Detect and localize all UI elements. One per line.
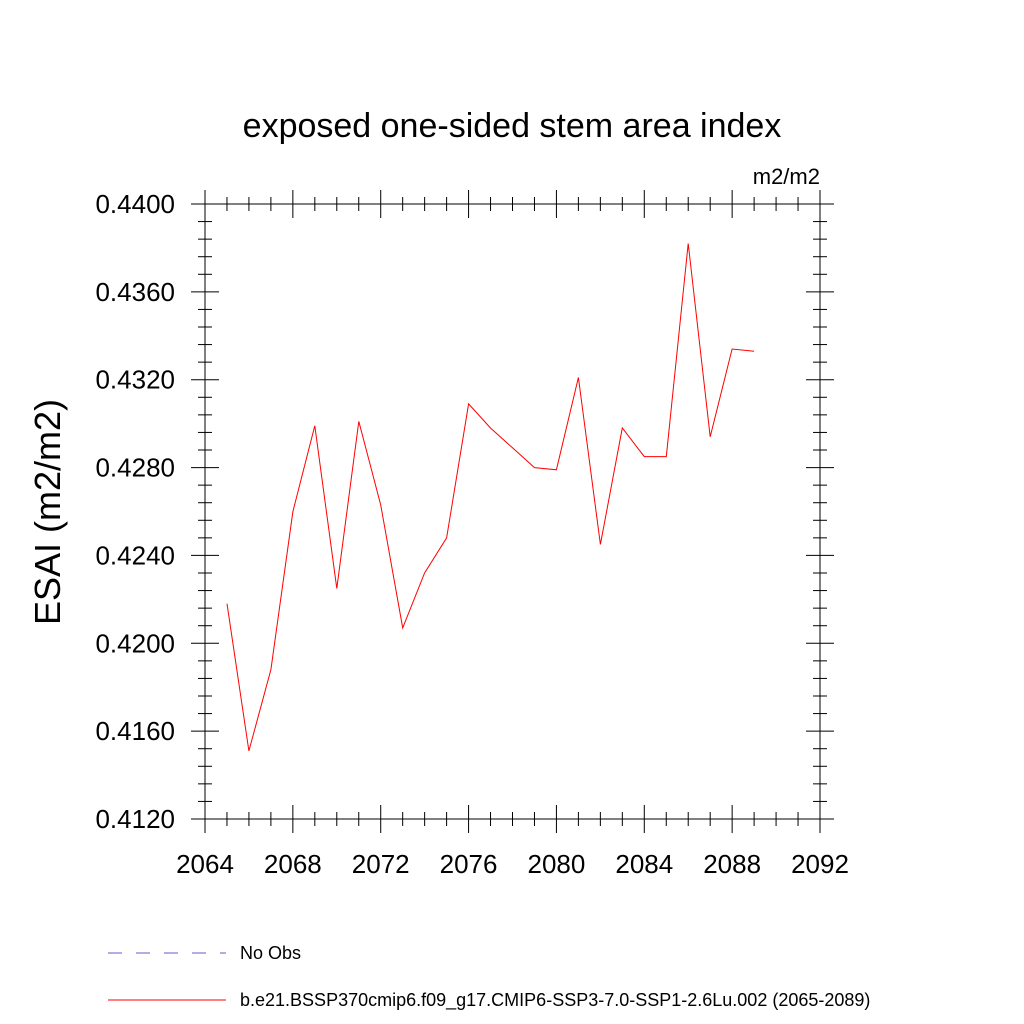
y-axis-label: ESAI (m2/m2) [27,399,68,625]
x-tick-label: 2076 [440,849,498,879]
tick-labels: 2064 2068 2072 2076 2080 2084 2088 2092 0.4120 0.… [95,189,848,879]
x-tick-label: 2072 [352,849,410,879]
y-tick-label: 0.4360 [95,277,175,307]
y-tick-label: 0.4200 [95,628,175,658]
y-tick-label: 0.4160 [95,716,175,746]
data-series [226,243,755,752]
axis-ticks [191,190,834,833]
y-tick-label: 0.4280 [95,453,175,483]
y-tick-label: 0.4120 [95,804,175,834]
chart-title: exposed one-sided stem area index [243,107,782,145]
legend-label-no-obs: No Obs [240,943,301,963]
series-line [226,243,755,752]
x-tick-label: 2080 [528,849,586,879]
x-tick-label: 2088 [703,849,761,879]
legend: No Obs b.e21.BSSP370cmip6.f09_g17.CMIP6-… [108,943,870,1011]
x-tick-label: 2068 [264,849,322,879]
x-tick-label: 2092 [791,849,849,879]
plot-frame [204,203,821,820]
x-tick-label: 2064 [176,849,234,879]
y-tick-label: 0.4320 [95,365,175,395]
legend-label-model: b.e21.BSSP370cmip6.f09_g17.CMIP6-SSP3-7.… [240,990,870,1011]
units-label: m2/m2 [753,164,820,189]
y-tick-label: 0.4240 [95,540,175,570]
y-tick-label: 0.4400 [95,189,175,219]
x-tick-label: 2084 [615,849,673,879]
